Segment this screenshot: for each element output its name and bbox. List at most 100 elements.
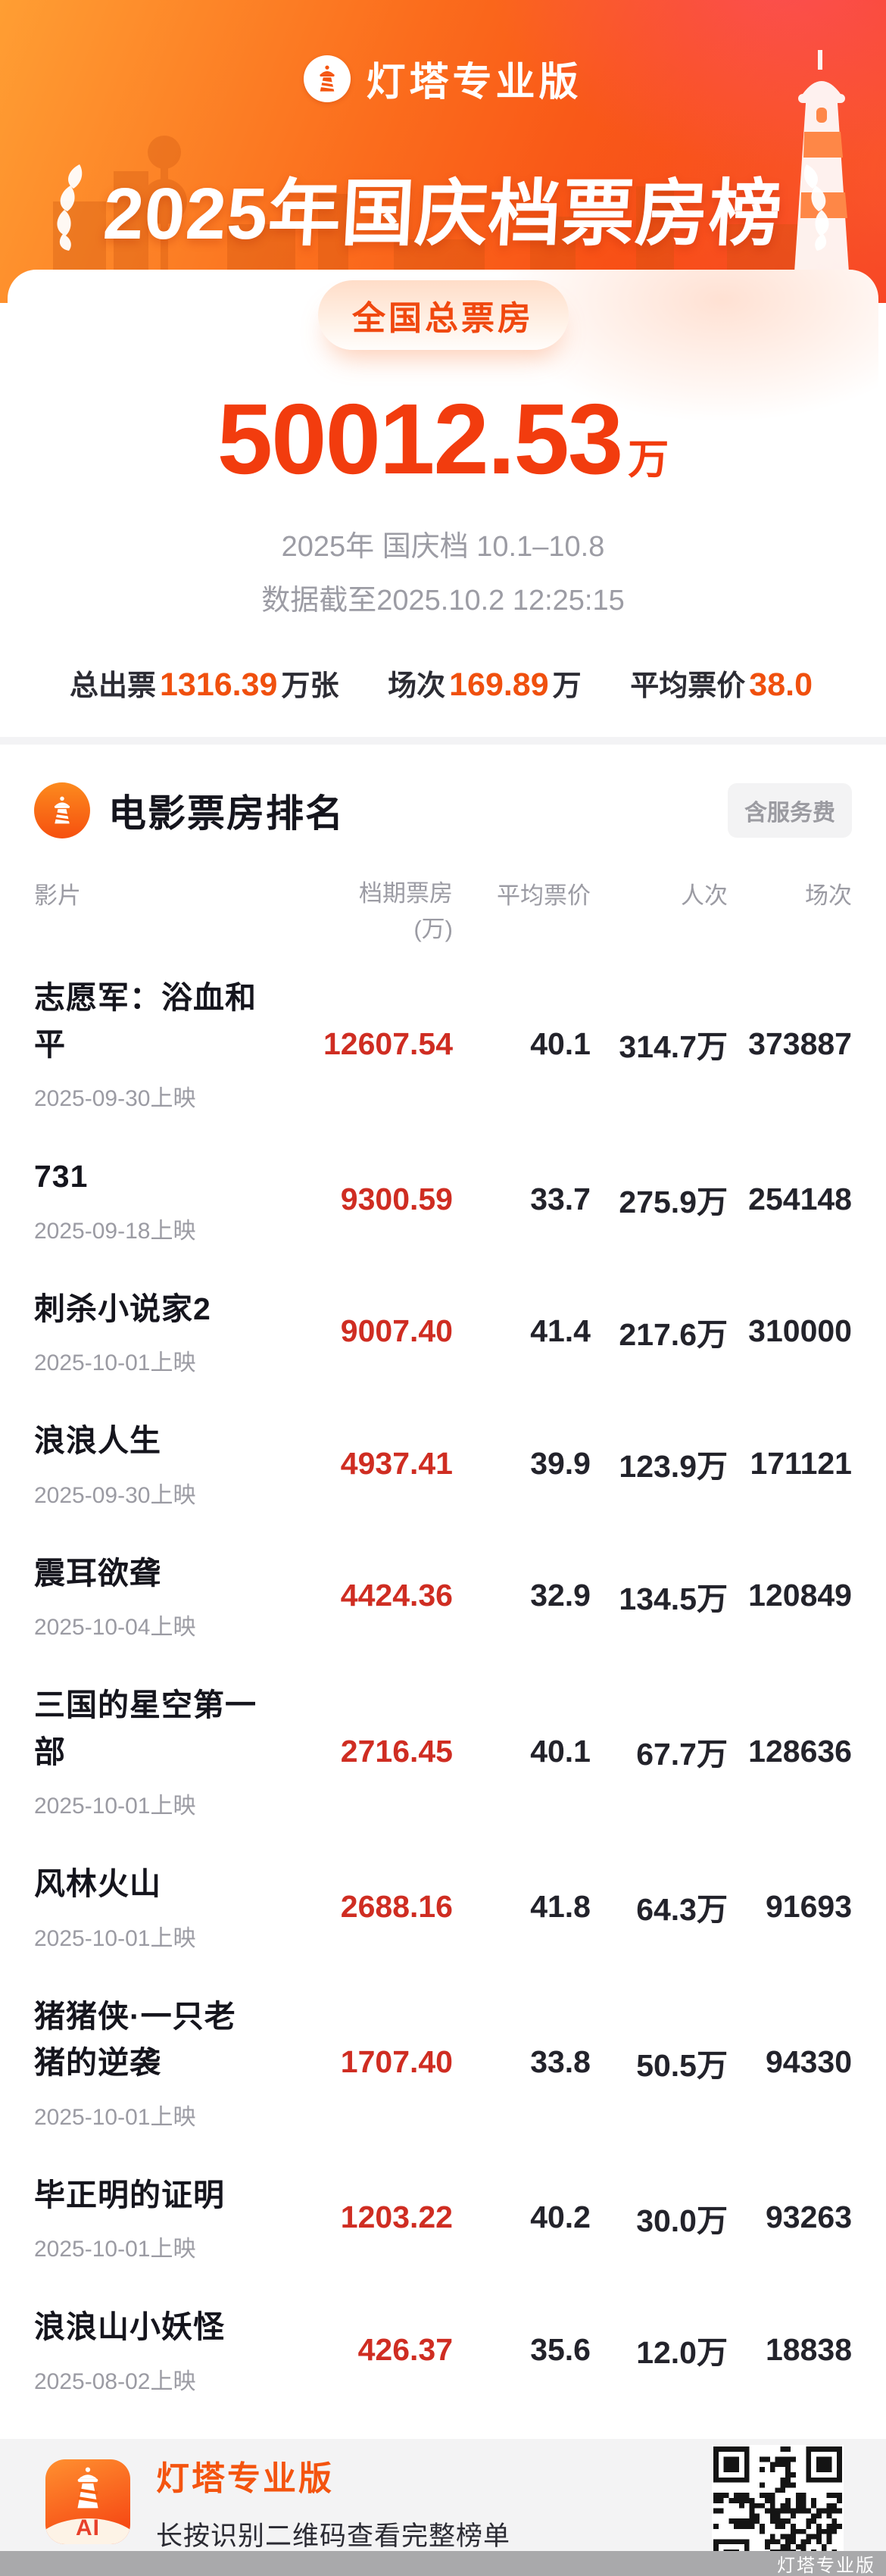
laurel-right-icon: [804, 164, 829, 251]
movie-box-office: 426.37: [357, 2331, 453, 2367]
total-box-office: 50012.53 万: [8, 389, 878, 489]
table-row[interactable]: 志愿军：浴血和平 2025-09-30上映 12607.54 40.1 314.…: [34, 954, 852, 1133]
app-icon: AI: [45, 2459, 130, 2544]
laurel-left-icon: [57, 164, 82, 251]
movie-release-date: 2025-10-04上映: [34, 1615, 196, 1640]
footer: AI 灯塔专业版 长按识别二维码查看完整榜单 灯塔专业版: [0, 2438, 886, 2576]
total-box-office-value: 50012.53: [217, 383, 624, 495]
page-title: 2025年国庆档票房榜: [101, 173, 785, 254]
title-row: 2025年国庆档票房榜: [0, 155, 886, 260]
beacon-logo-icon: [304, 55, 351, 102]
table-header: 影片 档期票房 (万) 平均票价 人次 场次: [34, 843, 852, 954]
table-row[interactable]: 刺杀小说家2 2025-10-01上映 9007.40 41.4 217.6万 …: [34, 1266, 852, 1398]
section-divider: [0, 737, 886, 745]
movie-avg-price: 33.7: [530, 1181, 591, 1216]
movie-title: 浪浪山小妖怪: [34, 2309, 225, 2344]
movie-cell: 731 2025-09-18上映: [34, 1154, 261, 1245]
movie-avg-price: 40.2: [530, 2200, 591, 2235]
summary-stats: 总出票 1316.39 万张 场次 169.89 万 平均票价 38.0: [8, 662, 878, 704]
table-row[interactable]: 731 2025-09-18上映 9300.59 33.7 275.9万 254…: [34, 1133, 852, 1266]
period-label: 2025年 国庆档 10.1–10.8: [281, 531, 605, 563]
movie-admissions: 30.0万: [636, 2203, 728, 2238]
movie-avg-price: 39.9: [530, 1445, 591, 1481]
movie-admissions: 67.7万: [636, 1737, 728, 1772]
movie-title: 毕正明的证明: [34, 2177, 225, 2212]
stat-value: 1316.39: [160, 667, 278, 703]
service-fee-badge: 含服务费: [728, 783, 852, 838]
movie-title: 猪猪侠·一只老猪的逆袭: [34, 1998, 236, 2081]
ranking-title: 电影票房排名: [108, 792, 345, 835]
table-row[interactable]: 浪浪人生 2025-09-30上映 4937.41 39.9 123.9万 17…: [34, 1397, 852, 1530]
brand-name: 灯塔专业版: [366, 61, 582, 105]
column-shows: 场次: [805, 882, 852, 909]
table-row[interactable]: 风林火山 2025-10-01上映 2688.16 41.8 64.3万 916…: [34, 1841, 852, 1973]
movie-shows: 373887: [748, 1026, 852, 1061]
table-row[interactable]: 三国的星空第一部 2025-10-01上映 2716.45 40.1 67.7万…: [34, 1662, 852, 1841]
column-avg-price: 平均票价: [497, 882, 591, 909]
movie-title: 浪浪人生: [34, 1423, 161, 1458]
movie-box-office: 4937.41: [340, 1445, 453, 1481]
footer-app-name: 灯塔专业版: [156, 2459, 334, 2497]
stat-label: 场次: [388, 670, 446, 702]
movie-title: 震耳欲聋: [34, 1555, 161, 1591]
movie-shows: 254148: [748, 1181, 852, 1216]
movie-avg-price: 41.8: [530, 1888, 591, 1924]
stat-label: 平均票价: [630, 670, 746, 702]
movie-shows: 128636: [748, 1733, 852, 1769]
stat-label: 总出票: [70, 670, 157, 702]
movie-admissions: 64.3万: [636, 1892, 728, 1928]
table-row[interactable]: 猪猪侠·一只老猪的逆袭 2025-10-01上映 1707.40 33.8 50…: [34, 1973, 852, 2152]
movie-cell: 浪浪人生 2025-09-30上映: [34, 1418, 261, 1510]
column-box-office: 档期票房 (万): [261, 876, 453, 947]
movie-shows: 93263: [765, 2200, 852, 2235]
movie-cell: 毕正明的证明 2025-10-01上映: [34, 2172, 261, 2264]
movie-admissions: 275.9万: [619, 1185, 728, 1220]
movie-cell: 志愿军：浴血和平 2025-09-30上映: [34, 975, 261, 1113]
summary-stat: 平均票价 38.0: [630, 662, 816, 704]
stat-value: 169.89: [449, 667, 549, 703]
movie-box-office: 2716.45: [340, 1733, 453, 1769]
footer-cta: 长按识别二维码查看完整榜单: [156, 2521, 511, 2551]
movie-release-date: 2025-10-01上映: [34, 2237, 196, 2262]
movie-box-office: 12607.54: [323, 1026, 453, 1061]
movie-avg-price: 35.6: [530, 2331, 591, 2367]
movie-title: 风林火山: [34, 1866, 161, 1901]
movie-cell: 三国的星空第一部 2025-10-01上映: [34, 1682, 261, 1820]
column-admissions: 人次: [681, 882, 728, 909]
movie-box-office: 2688.16: [340, 1888, 453, 1924]
movie-admissions: 314.7万: [619, 1029, 728, 1064]
watermark-bar: 灯塔专业版: [0, 2550, 886, 2576]
summary-card: 全国总票房 50012.53 万 2025年 国庆档 10.1–10.8 数据截至…: [8, 270, 878, 737]
ranking-section: 电影票房排名 含服务费 影片 档期票房 (万) 平均票价 人次 场次 志愿军：浴…: [0, 745, 886, 2439]
movie-release-date: 2025-08-02上映: [34, 2368, 196, 2394]
movie-admissions: 134.5万: [619, 1581, 728, 1616]
movie-shows: 18838: [765, 2331, 852, 2367]
brand: 灯塔专业版: [0, 50, 886, 107]
movie-shows: 120849: [748, 1578, 852, 1613]
movie-shows: 94330: [765, 2044, 852, 2079]
beacon-circle-icon: [34, 782, 90, 838]
movie-cell: 震耳欲聋 2025-10-04上映: [34, 1550, 261, 1642]
movie-cell: 浪浪山小妖怪 2025-08-02上映: [34, 2304, 261, 2396]
movie-list: 志愿军：浴血和平 2025-09-30上映 12607.54 40.1 314.…: [34, 954, 852, 2416]
app-icon-ai-label: AI: [76, 2515, 100, 2540]
movie-release-date: 2025-10-01上映: [34, 2104, 196, 2130]
stat-suffix: 万张: [281, 670, 339, 702]
movie-release-date: 2025-10-01上映: [34, 1925, 196, 1951]
total-box-office-badge: 全国总票房: [317, 280, 569, 350]
table-row[interactable]: 毕正明的证明 2025-10-01上映 1203.22 40.2 30.0万 9…: [34, 2152, 852, 2284]
data-cutoff-label: 数据截至2025.10.2 12:25:15: [261, 585, 625, 617]
column-box-office-unit: (万): [413, 915, 453, 942]
movie-admissions: 123.9万: [619, 1449, 728, 1485]
table-row[interactable]: 震耳欲聋 2025-10-04上映 4424.36 32.9 134.5万 12…: [34, 1530, 852, 1663]
movie-title: 731: [34, 1159, 89, 1194]
movie-release-date: 2025-10-01上映: [34, 1350, 196, 1375]
movie-avg-price: 40.1: [530, 1026, 591, 1061]
stat-suffix: 万: [552, 670, 582, 702]
movie-avg-price: 33.8: [530, 2044, 591, 2079]
movie-cell: 猪猪侠·一只老猪的逆袭 2025-10-01上映: [34, 1994, 261, 2131]
column-movie: 影片: [34, 882, 81, 909]
table-row[interactable]: 浪浪山小妖怪 2025-08-02上映 426.37 35.6 12.0万 18…: [34, 2284, 852, 2416]
movie-title: 刺杀小说家2: [34, 1291, 211, 1326]
